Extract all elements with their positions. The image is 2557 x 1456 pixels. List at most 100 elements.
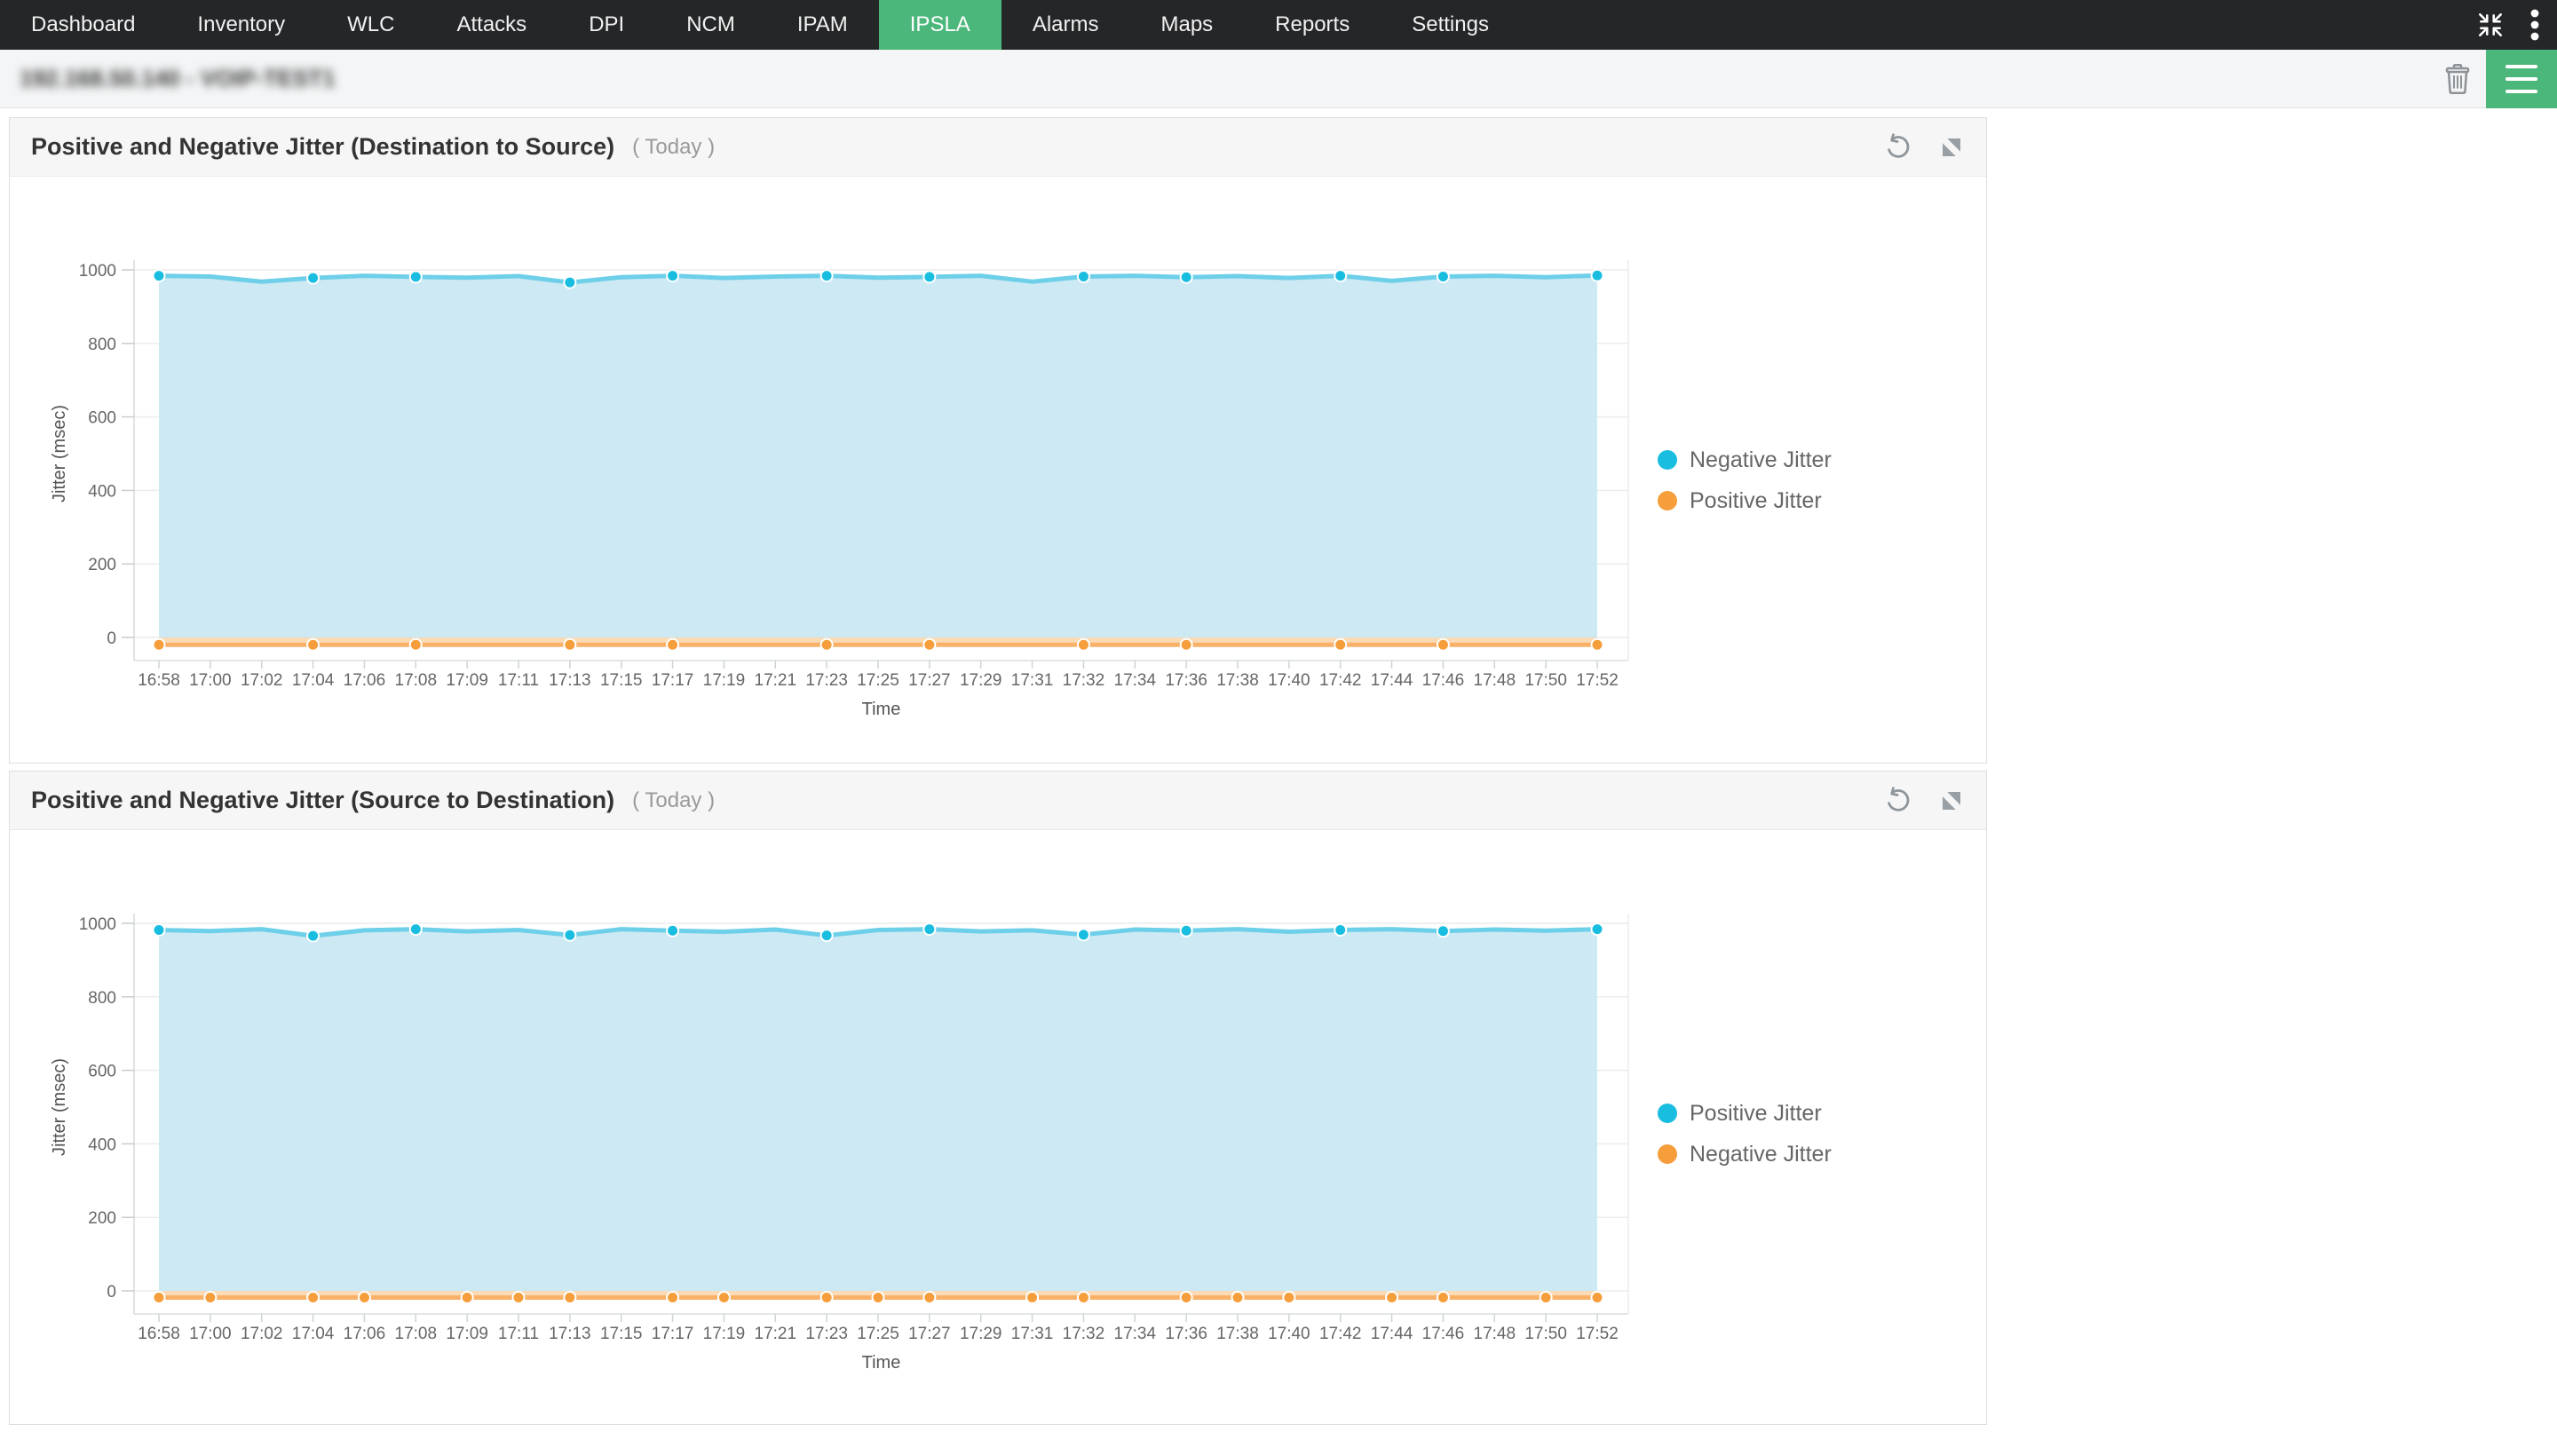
svg-text:17:04: 17:04 xyxy=(292,1325,335,1343)
svg-text:17:44: 17:44 xyxy=(1371,1325,1413,1343)
svg-text:17:17: 17:17 xyxy=(652,671,694,690)
panel-period: ( Today ) xyxy=(632,134,716,159)
series-positive-jitter[interactable] xyxy=(152,922,1604,1291)
svg-text:1000: 1000 xyxy=(79,915,116,934)
svg-text:17:25: 17:25 xyxy=(857,671,899,690)
chart-panel-source-to-destination: Positive and Negative Jitter (Source to … xyxy=(9,771,1987,1425)
svg-text:17:31: 17:31 xyxy=(1011,1325,1054,1343)
nav-tab-alarms[interactable]: Alarms xyxy=(1032,12,1099,36)
contrast-square-icon[interactable] xyxy=(1938,787,1965,814)
hamburger-menu-button[interactable] xyxy=(2486,50,2557,108)
panel-title: Positive and Negative Jitter (Source to … xyxy=(31,787,615,813)
top-navbar: Dashboard Inventory WLC Attacks DPI NCM IPAM IP… xyxy=(0,0,2557,50)
svg-text:600: 600 xyxy=(88,409,116,428)
svg-text:17:23: 17:23 xyxy=(805,1325,848,1343)
svg-text:17:08: 17:08 xyxy=(395,671,438,690)
svg-text:17:32: 17:32 xyxy=(1063,671,1105,690)
jitter-chart-svg[interactable]: 0 200 400 600 800 1000 16:58 17:00 17:02 17:04 17:… xyxy=(10,177,1986,764)
chart-legend: Positive Jitter Negative Jitter xyxy=(1658,1096,1832,1171)
nav-tab-dpi[interactable]: DPI xyxy=(589,12,625,36)
svg-text:17:34: 17:34 xyxy=(1114,671,1157,690)
svg-text:16:58: 16:58 xyxy=(138,1325,180,1343)
chart-panel-destination-to-source: Positive and Negative Jitter (Destinatio… xyxy=(9,117,1987,764)
hamburger-bar xyxy=(2506,65,2537,68)
contrast-square-icon[interactable] xyxy=(1938,134,1965,161)
svg-text:0: 0 xyxy=(107,1283,116,1302)
legend-item-negative-jitter[interactable]: Negative Jitter xyxy=(1658,443,1832,477)
svg-text:17:02: 17:02 xyxy=(241,1325,283,1343)
refresh-icon[interactable] xyxy=(1883,132,1913,162)
svg-text:800: 800 xyxy=(88,336,116,354)
svg-text:17:08: 17:08 xyxy=(395,1325,438,1343)
chart-legend: Negative Jitter Positive Jitter xyxy=(1658,443,1832,518)
svg-text:17:50: 17:50 xyxy=(1524,671,1567,690)
axes: 0 200 400 600 800 1000 16:58 17:00 17:02 17:04 17:… xyxy=(50,914,1628,1373)
series-negative-jitter[interactable] xyxy=(152,268,1604,637)
svg-text:17:21: 17:21 xyxy=(755,1325,797,1343)
svg-text:17:19: 17:19 xyxy=(703,1325,746,1343)
nav-tab-dashboard[interactable]: Dashboard xyxy=(31,12,136,36)
series-positive-jitter[interactable] xyxy=(152,637,1604,652)
svg-text:17:09: 17:09 xyxy=(446,1325,488,1343)
svg-text:17:27: 17:27 xyxy=(908,1325,951,1343)
panel-header: Positive and Negative Jitter (Source to … xyxy=(10,772,1986,830)
svg-text:200: 200 xyxy=(88,556,116,574)
trash-icon[interactable] xyxy=(2443,63,2472,95)
svg-text:17:13: 17:13 xyxy=(549,671,591,690)
svg-text:17:46: 17:46 xyxy=(1422,1325,1465,1343)
svg-text:Time: Time xyxy=(862,1353,901,1373)
svg-text:17:02: 17:02 xyxy=(241,671,283,690)
nav-tab-settings[interactable]: Settings xyxy=(1412,12,1489,36)
svg-text:17:00: 17:00 xyxy=(189,1325,232,1343)
svg-text:Time: Time xyxy=(862,700,901,719)
legend-dot xyxy=(1658,450,1677,470)
kebab-menu-icon[interactable] xyxy=(2529,7,2541,43)
compress-icon[interactable] xyxy=(2475,10,2506,40)
svg-text:17:31: 17:31 xyxy=(1011,671,1054,690)
legend-item-positive-jitter[interactable]: Positive Jitter xyxy=(1658,484,1832,518)
svg-text:17:38: 17:38 xyxy=(1216,1325,1259,1343)
svg-text:17:06: 17:06 xyxy=(344,1325,386,1343)
svg-text:1000: 1000 xyxy=(79,262,116,281)
nav-tab-maps[interactable]: Maps xyxy=(1160,12,1214,36)
device-toolbar: 192.168.50.140 - VOIP-TEST1 xyxy=(0,50,2557,108)
svg-text:17:46: 17:46 xyxy=(1422,671,1465,690)
svg-text:17:29: 17:29 xyxy=(960,1325,1002,1343)
legend-item-positive-jitter[interactable]: Positive Jitter xyxy=(1658,1096,1832,1130)
svg-text:17:11: 17:11 xyxy=(498,1325,539,1343)
svg-text:17:27: 17:27 xyxy=(908,671,951,690)
nav-tab-ipam[interactable]: IPAM xyxy=(796,12,848,36)
svg-text:Jitter (msec): Jitter (msec) xyxy=(50,405,69,502)
panel-header: Positive and Negative Jitter (Destinatio… xyxy=(10,118,1986,177)
hamburger-bar xyxy=(2506,90,2537,93)
series-negative-jitter[interactable] xyxy=(152,1290,1604,1304)
nav-tab-inventory[interactable]: Inventory xyxy=(197,12,286,36)
svg-text:600: 600 xyxy=(88,1063,116,1081)
nav-tab-wlc[interactable]: WLC xyxy=(347,12,395,36)
svg-text:800: 800 xyxy=(88,989,116,1008)
svg-text:17:17: 17:17 xyxy=(652,1325,694,1343)
hamburger-bar xyxy=(2506,77,2537,81)
legend-item-negative-jitter[interactable]: Negative Jitter xyxy=(1658,1137,1832,1171)
svg-text:17:13: 17:13 xyxy=(549,1325,591,1343)
panel-period: ( Today ) xyxy=(632,787,716,812)
nav-tab-attacks[interactable]: Attacks xyxy=(456,12,527,36)
nav-tab-ncm[interactable]: NCM xyxy=(686,12,735,36)
nav-tab-reports[interactable]: Reports xyxy=(1275,12,1350,36)
svg-text:17:32: 17:32 xyxy=(1063,1325,1105,1343)
svg-text:17:36: 17:36 xyxy=(1165,671,1207,690)
svg-text:17:25: 17:25 xyxy=(857,1325,899,1343)
refresh-icon[interactable] xyxy=(1883,786,1913,816)
svg-text:17:09: 17:09 xyxy=(446,671,488,690)
svg-text:17:04: 17:04 xyxy=(292,671,335,690)
legend-label: Positive Jitter xyxy=(1690,487,1822,513)
svg-text:17:40: 17:40 xyxy=(1268,671,1310,690)
svg-text:17:52: 17:52 xyxy=(1576,671,1619,690)
nav-tabs: Dashboard Inventory WLC Attacks DPI NCM IPAM IP… xyxy=(0,0,1520,50)
jitter-chart-svg[interactable]: 0 200 400 600 800 1000 16:58 17:00 17:02 17:04 17:… xyxy=(10,830,1986,1425)
axes: 0 200 400 600 800 1000 16:58 17:00 17:02 17:04 17:… xyxy=(50,260,1628,719)
nav-tab-ipsla[interactable]: IPSLA xyxy=(878,0,1001,50)
svg-text:17:11: 17:11 xyxy=(498,671,539,690)
svg-text:17:21: 17:21 xyxy=(755,671,797,690)
svg-text:16:58: 16:58 xyxy=(138,671,180,690)
